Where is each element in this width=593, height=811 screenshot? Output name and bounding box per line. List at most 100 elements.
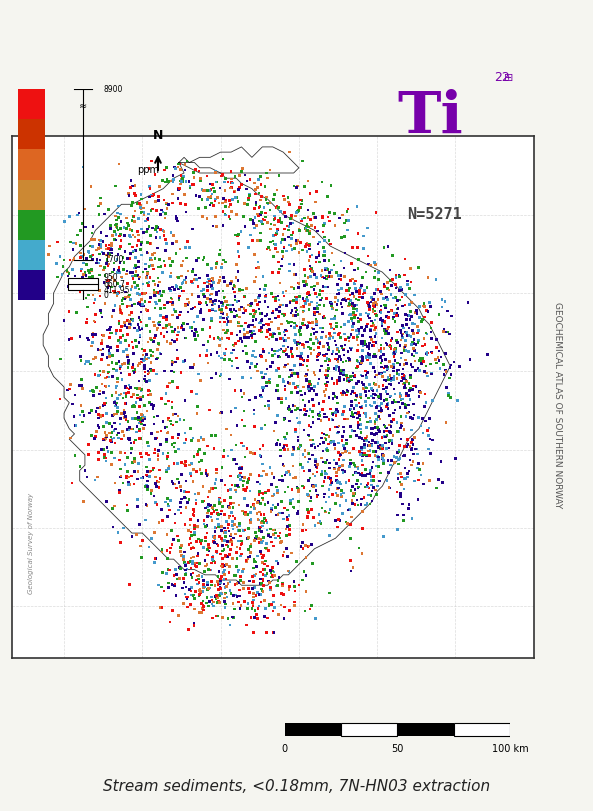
Point — [180, 491, 189, 504]
Point — [330, 295, 340, 308]
Point — [250, 604, 260, 617]
Point — [386, 342, 396, 355]
Point — [119, 408, 129, 421]
Point — [275, 474, 285, 487]
Point — [234, 334, 244, 347]
Point — [292, 481, 302, 494]
Point — [355, 431, 364, 444]
Point — [106, 242, 116, 255]
Point — [185, 458, 195, 471]
Point — [125, 423, 134, 436]
Point — [261, 290, 270, 303]
Point — [111, 386, 121, 399]
Point — [383, 360, 393, 373]
Point — [310, 519, 320, 532]
Point — [181, 298, 190, 311]
Point — [275, 531, 285, 544]
Point — [377, 354, 387, 367]
Point — [200, 201, 210, 214]
Point — [139, 344, 149, 357]
Point — [393, 446, 403, 459]
Point — [125, 223, 135, 236]
Point — [269, 471, 279, 484]
Point — [96, 240, 106, 253]
Point — [101, 452, 111, 465]
Point — [113, 207, 122, 220]
Point — [217, 520, 227, 533]
Point — [340, 442, 349, 455]
Point — [229, 340, 239, 353]
Point — [390, 370, 399, 383]
Point — [208, 272, 218, 285]
Point — [207, 197, 216, 210]
Point — [307, 264, 316, 277]
Point — [311, 287, 320, 300]
Point — [135, 270, 144, 283]
Point — [380, 280, 389, 293]
Point — [155, 315, 164, 328]
Point — [368, 388, 378, 401]
Point — [367, 484, 377, 497]
Point — [311, 211, 320, 224]
Point — [368, 388, 378, 401]
Point — [165, 564, 174, 577]
Point — [217, 333, 227, 345]
Point — [337, 231, 346, 244]
Point — [114, 264, 123, 277]
Point — [327, 298, 336, 311]
Point — [317, 427, 327, 440]
Point — [186, 422, 196, 435]
Point — [202, 349, 211, 362]
Point — [333, 482, 342, 495]
Point — [218, 611, 227, 624]
Point — [259, 371, 269, 384]
Point — [361, 448, 370, 461]
Point — [171, 590, 181, 603]
Point — [307, 599, 316, 612]
Point — [374, 390, 383, 403]
Point — [93, 343, 103, 356]
Point — [203, 292, 212, 305]
Point — [366, 470, 376, 483]
Point — [182, 563, 192, 576]
Point — [314, 337, 323, 350]
Point — [304, 271, 313, 284]
Point — [362, 481, 372, 494]
Point — [279, 190, 288, 203]
Point — [238, 371, 247, 384]
Point — [178, 175, 187, 188]
Point — [359, 336, 368, 349]
Point — [106, 431, 116, 444]
Point — [294, 416, 303, 429]
Point — [329, 414, 338, 427]
Point — [119, 386, 129, 399]
Point — [328, 407, 337, 420]
Point — [218, 500, 227, 513]
Point — [123, 415, 133, 428]
Point — [270, 311, 280, 324]
Point — [238, 564, 247, 577]
Point — [193, 514, 203, 527]
Point — [229, 186, 238, 199]
Point — [249, 310, 259, 323]
Point — [294, 495, 303, 508]
Point — [159, 225, 168, 238]
Point — [323, 338, 333, 351]
Point — [294, 234, 303, 247]
Point — [181, 433, 190, 446]
Point — [234, 499, 244, 512]
Point — [365, 303, 374, 316]
Point — [153, 242, 162, 255]
Point — [246, 506, 256, 519]
Point — [338, 208, 347, 221]
Point — [193, 569, 202, 582]
Point — [189, 616, 199, 629]
Point — [62, 264, 72, 277]
Point — [249, 590, 259, 603]
Point — [339, 262, 349, 275]
Point — [302, 245, 312, 258]
Point — [132, 406, 142, 419]
Point — [279, 439, 289, 452]
Point — [205, 595, 214, 608]
Point — [224, 511, 234, 524]
